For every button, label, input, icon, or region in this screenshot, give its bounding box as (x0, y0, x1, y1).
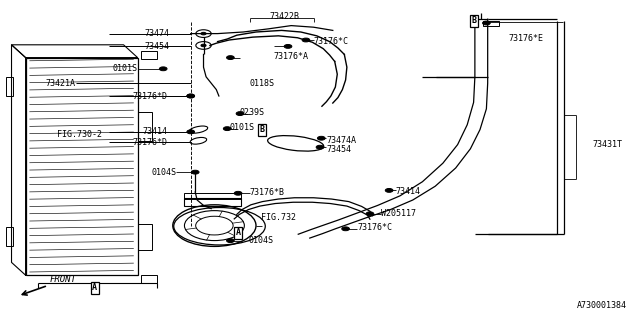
Text: 73176*A: 73176*A (274, 52, 309, 61)
Text: 0101S: 0101S (229, 123, 254, 132)
Text: 73454: 73454 (145, 42, 170, 51)
Text: 73454: 73454 (326, 145, 351, 154)
Text: 0239S: 0239S (240, 108, 265, 116)
Text: 73176*D: 73176*D (132, 138, 168, 147)
Text: 73176*D: 73176*D (132, 92, 168, 100)
Circle shape (227, 239, 234, 243)
Circle shape (284, 44, 292, 48)
Circle shape (316, 145, 324, 149)
Text: 73422B: 73422B (270, 12, 300, 20)
Bar (6, 227, 13, 246)
Bar (184, 198, 241, 206)
Text: FIG.730-2: FIG.730-2 (58, 130, 102, 139)
Text: FIG.732: FIG.732 (261, 213, 296, 222)
Bar (26, 58, 138, 275)
Text: 0101S: 0101S (113, 64, 138, 73)
Text: A: A (236, 228, 241, 237)
Text: 0104S: 0104S (248, 236, 273, 245)
Circle shape (366, 212, 374, 216)
Bar (138, 112, 152, 141)
Circle shape (187, 130, 195, 134)
Text: 73474A: 73474A (326, 136, 356, 145)
Bar (184, 193, 241, 199)
Circle shape (227, 56, 234, 60)
Text: 0118S: 0118S (250, 79, 275, 88)
Text: 73176*E: 73176*E (509, 34, 544, 43)
Text: A: A (92, 284, 97, 292)
Bar (138, 224, 152, 250)
Text: 73421A: 73421A (45, 79, 76, 88)
Text: 73414: 73414 (143, 127, 168, 136)
Circle shape (302, 38, 310, 42)
Text: 73414: 73414 (396, 187, 420, 196)
Circle shape (159, 67, 167, 71)
Text: 73474: 73474 (145, 29, 170, 38)
Circle shape (191, 170, 199, 174)
Text: B: B (471, 16, 476, 25)
Circle shape (187, 94, 195, 98)
Text: 73176*C: 73176*C (357, 223, 392, 232)
Circle shape (385, 188, 393, 192)
Text: A730001384: A730001384 (577, 301, 627, 310)
Text: B: B (260, 125, 265, 134)
Circle shape (187, 94, 195, 98)
Text: 73176*C: 73176*C (314, 37, 349, 46)
Circle shape (317, 136, 325, 140)
Text: 73176*B: 73176*B (250, 188, 285, 197)
Text: FRONT: FRONT (50, 275, 77, 284)
Circle shape (483, 21, 490, 25)
Bar (483, 21, 499, 26)
Circle shape (201, 44, 206, 47)
Circle shape (342, 227, 349, 231)
Circle shape (201, 32, 206, 35)
Text: 0104S: 0104S (151, 168, 176, 177)
Bar (141, 51, 157, 59)
Circle shape (234, 191, 242, 195)
Bar (141, 275, 157, 283)
Text: W205117: W205117 (381, 209, 416, 218)
Text: 73431T: 73431T (592, 140, 622, 149)
Circle shape (236, 112, 244, 116)
Circle shape (223, 127, 231, 131)
Bar (6, 77, 13, 96)
